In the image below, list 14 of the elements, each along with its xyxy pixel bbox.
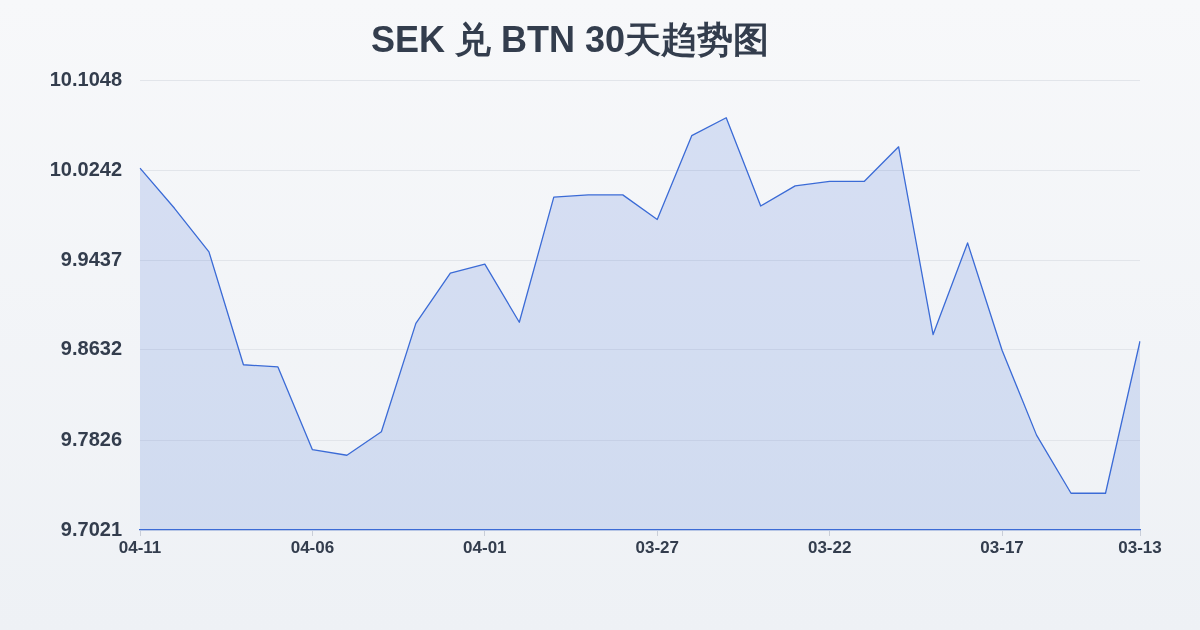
- x-tick-label: 03-13: [1118, 537, 1162, 557]
- x-tick-label: 03-22: [807, 537, 852, 557]
- y-tick-label: 9.7021: [60, 517, 122, 540]
- x-tick-label: 03-27: [635, 537, 679, 557]
- x-tick-label: 04-06: [290, 537, 335, 557]
- y-tick-label: 9.8632: [60, 337, 122, 360]
- x-tick-label: 04-11: [118, 537, 162, 557]
- y-tick-label: 9.7826: [60, 427, 122, 450]
- x-tick-label: 04-01: [463, 537, 507, 557]
- y-tick-label: 10.1048: [49, 67, 122, 90]
- y-tick-label: 10.0242: [49, 157, 122, 180]
- y-tick-label: 9.9437: [60, 247, 122, 270]
- x-tick-label: 03-17: [980, 537, 1024, 557]
- chart-title: SEK 兑 BTN 30天趋势图: [370, 18, 770, 60]
